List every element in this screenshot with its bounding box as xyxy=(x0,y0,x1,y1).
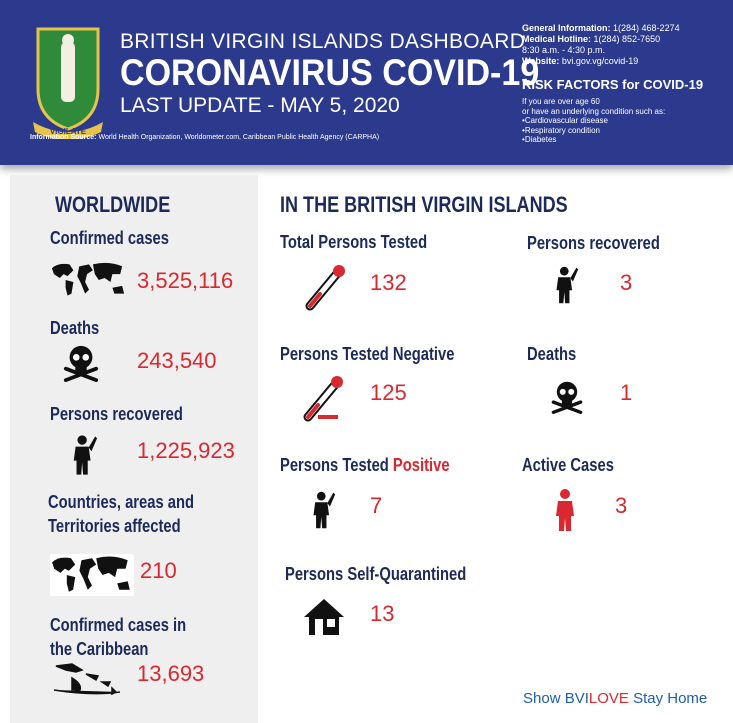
contact: General Information: 1(284) 468-2274 xyxy=(522,23,680,34)
risk-list: If you are over age 60 or have an underl… xyxy=(522,97,665,145)
house-icon xyxy=(302,597,346,637)
contacts: General Information: 1(284) 468-2274 Med… xyxy=(522,23,680,67)
footer-part: Stay Home xyxy=(628,690,708,707)
world-icon xyxy=(50,260,128,300)
stat-value: 13,693 xyxy=(137,661,205,686)
stat-label: Confirmed cases in the Caribbean xyxy=(50,615,187,659)
stat-value: 3 xyxy=(620,270,633,295)
stat-value: 210 xyxy=(140,558,177,583)
website-value: bvi.gov.vg/covid-19 xyxy=(561,56,639,66)
stat-value: 3 xyxy=(615,493,628,518)
risk-item: Cardiovascular disease xyxy=(522,116,665,126)
world-icon xyxy=(50,554,134,596)
risk-item: Diabetes xyxy=(522,135,665,145)
stat-label: Deaths xyxy=(527,344,577,364)
header: VIGILATE BRITISH VIRGIN ISLANDS DASHBOAR… xyxy=(0,0,733,165)
stat-label: Countries, areas and Territories affecte… xyxy=(48,492,195,536)
footer: Show BVILOVE Stay Home xyxy=(523,690,707,707)
sick-person-icon xyxy=(556,489,574,531)
stat-value: 125 xyxy=(370,380,407,405)
contact-label: General Information: xyxy=(522,23,611,33)
stat-label: Persons Tested Negative xyxy=(280,344,455,364)
title: BRITISH VIRGIN ISLANDS DASHBOARD xyxy=(120,30,526,53)
stat-label: Deaths xyxy=(50,318,100,338)
contact-label: Medical Hotline: xyxy=(522,34,592,44)
footer-part: Show BVI xyxy=(523,690,589,707)
stat-label: Persons Tested Positive xyxy=(280,453,450,477)
risk-item: Respiratory condition xyxy=(522,126,665,136)
contact: Medical Hotline: 1(284) 852-7650 xyxy=(522,34,680,45)
crest-motto: VIGILATE xyxy=(50,127,87,136)
crest: VIGILATE xyxy=(33,27,103,139)
risk-intro: If you are over age 60 xyxy=(522,97,600,106)
subtitle: CORONAVIRUS COVID-19 xyxy=(120,52,540,93)
skull-icon xyxy=(550,378,584,416)
contact-value: 1(284) 852-7650 xyxy=(593,34,661,44)
worldwide-panel xyxy=(10,175,258,723)
thermometer-icon xyxy=(300,262,350,312)
stat-label: Persons recovered xyxy=(50,404,183,424)
risk-intro: or have an underlying condition such as: xyxy=(522,106,666,116)
website-label: Website: xyxy=(522,56,560,66)
stat-value: 132 xyxy=(370,270,407,295)
stat-value: 13 xyxy=(370,601,395,626)
bvi-title: IN THE BRITISH VIRGIN ISLANDS xyxy=(280,192,568,217)
caribbean-icon xyxy=(53,663,121,696)
label-highlight: Positive xyxy=(392,455,450,475)
update: LAST UPDATE - MAY 5, 2020 xyxy=(120,94,400,117)
stat-value: 243,540 xyxy=(137,348,217,373)
person-icon xyxy=(553,264,579,306)
stat-value: 1,225,923 xyxy=(137,438,235,463)
source-label: Information Source: xyxy=(30,134,97,141)
stat-value: 1 xyxy=(620,380,633,405)
hours: 8:30 a.m. - 4:30 p.m. xyxy=(522,45,606,55)
thermometer-icon xyxy=(298,373,348,423)
stat-value: 3,525,116 xyxy=(137,268,234,293)
stat-label: Active Cases xyxy=(522,455,614,475)
label-part: Persons Tested xyxy=(280,455,393,475)
stat-label: Persons Self-Quarantined xyxy=(285,564,467,584)
stat-value: 7 xyxy=(370,493,383,518)
footer-highlight: LOVE xyxy=(588,690,629,707)
stat-label: Persons recovered xyxy=(527,233,660,253)
stat-label: Total Persons Tested xyxy=(280,232,428,252)
source: Information Source: World Health Organiz… xyxy=(30,134,379,141)
stat-label: Confirmed cases xyxy=(50,228,169,248)
skull-icon xyxy=(62,342,100,384)
website: Website: bvi.gov.vg/covid-19 xyxy=(522,56,680,67)
sick-person-icon xyxy=(310,488,336,532)
worldwide-title: WORLDWIDE xyxy=(55,192,171,217)
source-text: World Health Organization, Worldometer.c… xyxy=(98,134,380,141)
contact-value: 1(284) 468-2274 xyxy=(613,23,680,33)
risk-title: RISK FACTORS for COVID-19 xyxy=(522,77,704,92)
person-icon xyxy=(70,433,98,477)
